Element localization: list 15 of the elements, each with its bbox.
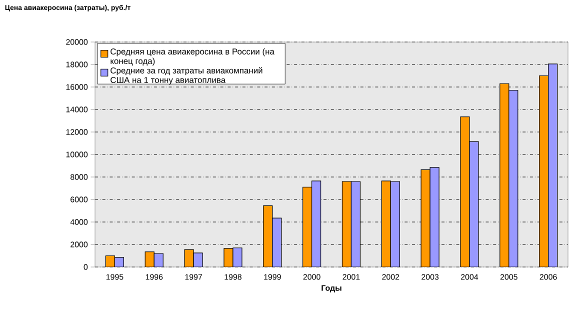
bar — [302, 186, 312, 267]
bar — [548, 64, 558, 267]
bar — [342, 181, 352, 267]
legend-label: Средняя цена авиакеросина в России (на конец года) — [110, 48, 274, 66]
bar — [500, 83, 510, 267]
bar — [272, 218, 282, 267]
bar — [263, 205, 273, 267]
bar — [144, 252, 154, 267]
bar — [539, 75, 549, 267]
legend-label: Средние за год затраты авиакомпаний США на 1 тонну авиатоплива — [110, 67, 262, 85]
bar — [390, 181, 400, 267]
bar — [381, 180, 391, 267]
bar — [350, 181, 361, 267]
bar — [508, 90, 518, 267]
bar — [312, 180, 322, 267]
